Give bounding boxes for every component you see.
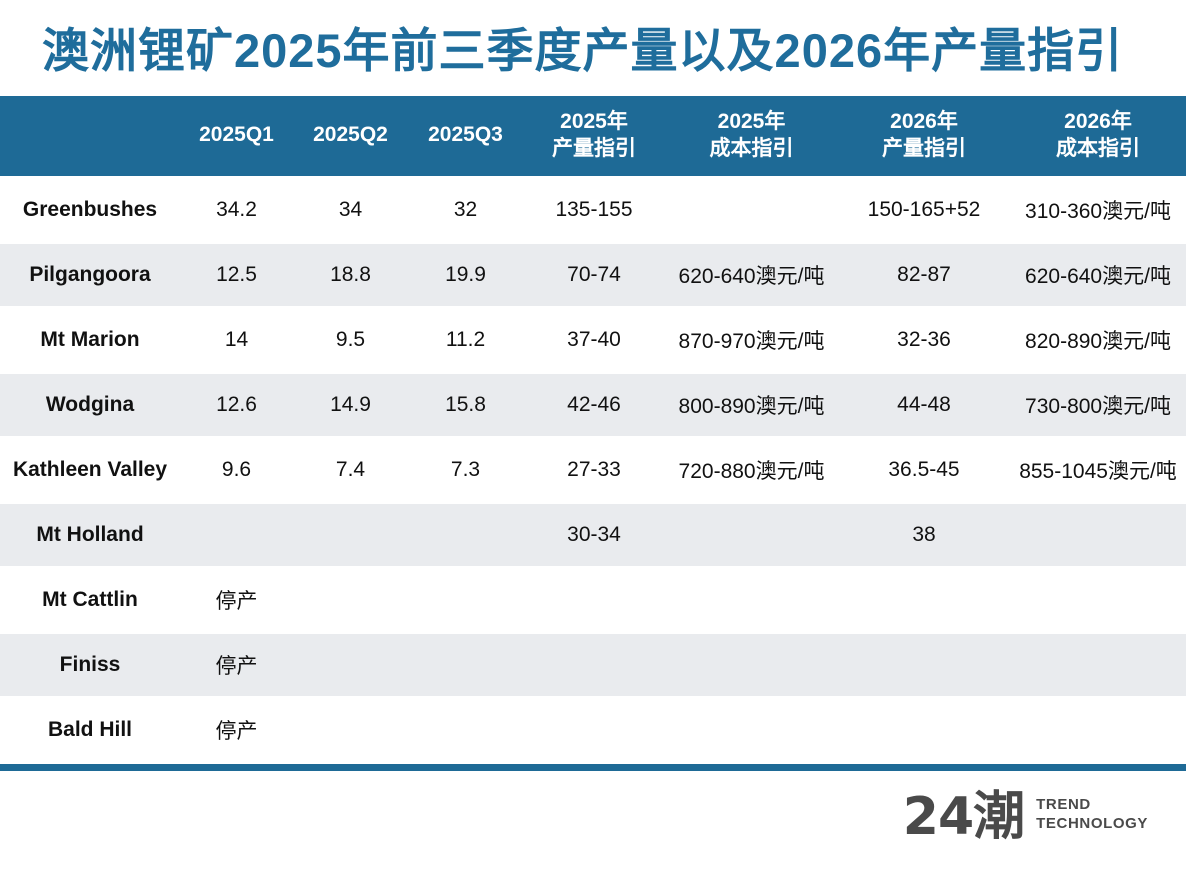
data-cell	[293, 568, 408, 631]
data-cell: 停产	[180, 633, 293, 696]
lithium-production-table: 2025Q1 2025Q2 2025Q3 2025年 产量指引 2025年 成本指引 2026…	[0, 93, 1186, 764]
data-cell: 800-890澳元/吨	[665, 373, 838, 436]
data-cell: 12.6	[180, 373, 293, 436]
mine-name: Finiss	[0, 633, 180, 696]
data-cell	[665, 178, 838, 241]
data-cell: 9.6	[180, 438, 293, 501]
data-cell	[408, 633, 523, 696]
data-cell: 855-1045澳元/吨	[1010, 438, 1186, 501]
data-cell: 11.2	[408, 308, 523, 371]
brand-tagline-line2: TECHNOLOGY	[1036, 814, 1148, 832]
data-cell	[1010, 698, 1186, 761]
header-cell-2: 2025Q2	[293, 95, 408, 176]
mine-name: Wodgina	[0, 373, 180, 436]
data-cell	[523, 698, 665, 761]
data-cell: 310-360澳元/吨	[1010, 178, 1186, 241]
data-cell	[665, 568, 838, 631]
table-header-row: 2025Q1 2025Q2 2025Q3 2025年 产量指引 2025年 成本指引 2026…	[0, 95, 1186, 176]
data-cell: 44-48	[838, 373, 1010, 436]
data-cell	[180, 503, 293, 566]
brand-tagline: TREND TECHNOLOGY	[1036, 796, 1148, 834]
mine-name: Kathleen Valley	[0, 438, 180, 501]
data-cell: 870-970澳元/吨	[665, 308, 838, 371]
header-cell-6: 2026年 产量指引	[838, 95, 1010, 176]
data-cell: 135-155	[523, 178, 665, 241]
table-row: Pilgangoora 12.5 18.8 19.9 70-74 620-640澳元/吨 8…	[0, 243, 1186, 306]
data-cell: 42-46	[523, 373, 665, 436]
table-row: Kathleen Valley 9.6 7.4 7.3 27-33 720-880澳元/吨…	[0, 438, 1186, 501]
data-cell: 15.8	[408, 373, 523, 436]
header-cell-7: 2026年 成本指引	[1010, 95, 1186, 176]
data-cell: 34	[293, 178, 408, 241]
data-cell: 停产	[180, 568, 293, 631]
data-cell	[408, 568, 523, 631]
data-cell	[1010, 503, 1186, 566]
data-cell	[665, 503, 838, 566]
data-cell: 32	[408, 178, 523, 241]
data-cell: 9.5	[293, 308, 408, 371]
data-cell: 720-880澳元/吨	[665, 438, 838, 501]
data-cell	[293, 503, 408, 566]
data-cell: 620-640澳元/吨	[665, 243, 838, 306]
data-cell	[665, 698, 838, 761]
table-row: Greenbushes 34.2 34 32 135-155 150-165+52 310-…	[0, 178, 1186, 241]
data-cell: 7.4	[293, 438, 408, 501]
data-cell	[293, 698, 408, 761]
table-row: Finiss 停产	[0, 633, 1186, 696]
data-cell: 14.9	[293, 373, 408, 436]
mine-name: Greenbushes	[0, 178, 180, 241]
data-cell: 36.5-45	[838, 438, 1010, 501]
data-cell	[408, 698, 523, 761]
data-cell: 150-165+52	[838, 178, 1010, 241]
table-row: Wodgina 12.6 14.9 15.8 42-46 800-890澳元/吨 44-48…	[0, 373, 1186, 436]
data-cell	[838, 698, 1010, 761]
page-title: 澳洲锂矿2025年前三季度产量以及2026年产量指引	[42, 24, 1124, 77]
data-cell: 730-800澳元/吨	[1010, 373, 1186, 436]
data-cell: 82-87	[838, 243, 1010, 306]
data-cell	[523, 633, 665, 696]
mine-name: Pilgangoora	[0, 243, 180, 306]
header-cell-1: 2025Q1	[180, 95, 293, 176]
table-row: Bald Hill 停产	[0, 698, 1186, 761]
data-cell	[523, 568, 665, 631]
data-cell: 34.2	[180, 178, 293, 241]
data-cell	[408, 503, 523, 566]
data-cell: 38	[838, 503, 1010, 566]
data-cell: 70-74	[523, 243, 665, 306]
data-cell: 820-890澳元/吨	[1010, 308, 1186, 371]
header-cell-mine-name	[0, 95, 180, 176]
header-cell-3: 2025Q3	[408, 95, 523, 176]
data-cell: 停产	[180, 698, 293, 761]
data-cell: 18.8	[293, 243, 408, 306]
data-cell	[838, 633, 1010, 696]
data-cell: 27-33	[523, 438, 665, 501]
data-cell: 37-40	[523, 308, 665, 371]
data-cell: 32-36	[838, 308, 1010, 371]
data-cell	[1010, 633, 1186, 696]
data-cell: 19.9	[408, 243, 523, 306]
data-cell	[838, 568, 1010, 631]
brand-tagline-line1: TREND	[1036, 795, 1091, 813]
mine-name: Mt Holland	[0, 503, 180, 566]
data-cell: 14	[180, 308, 293, 371]
data-cell	[1010, 568, 1186, 631]
data-cell: 12.5	[180, 243, 293, 306]
data-cell: 620-640澳元/吨	[1010, 243, 1186, 306]
data-cell: 7.3	[408, 438, 523, 501]
footer: 24潮 TREND TECHNOLOGY	[0, 791, 1186, 843]
mine-name: Bald Hill	[0, 698, 180, 761]
data-cell: 30-34	[523, 503, 665, 566]
bottom-accent-bar	[0, 763, 1186, 771]
table-row: Mt Marion 14 9.5 11.2 37-40 870-970澳元/吨 32-36 8…	[0, 308, 1186, 371]
table-row: Mt Holland 30-34 38	[0, 503, 1186, 566]
header-cell-5: 2025年 成本指引	[665, 95, 838, 176]
mine-name: Mt Cattlin	[0, 568, 180, 631]
data-cell	[293, 633, 408, 696]
data-cell	[665, 633, 838, 696]
mine-name: Mt Marion	[0, 308, 180, 371]
brand-logo-24chao: 24潮	[902, 786, 1025, 847]
table-row: Mt Cattlin 停产	[0, 568, 1186, 631]
header-cell-4: 2025年 产量指引	[523, 95, 665, 176]
